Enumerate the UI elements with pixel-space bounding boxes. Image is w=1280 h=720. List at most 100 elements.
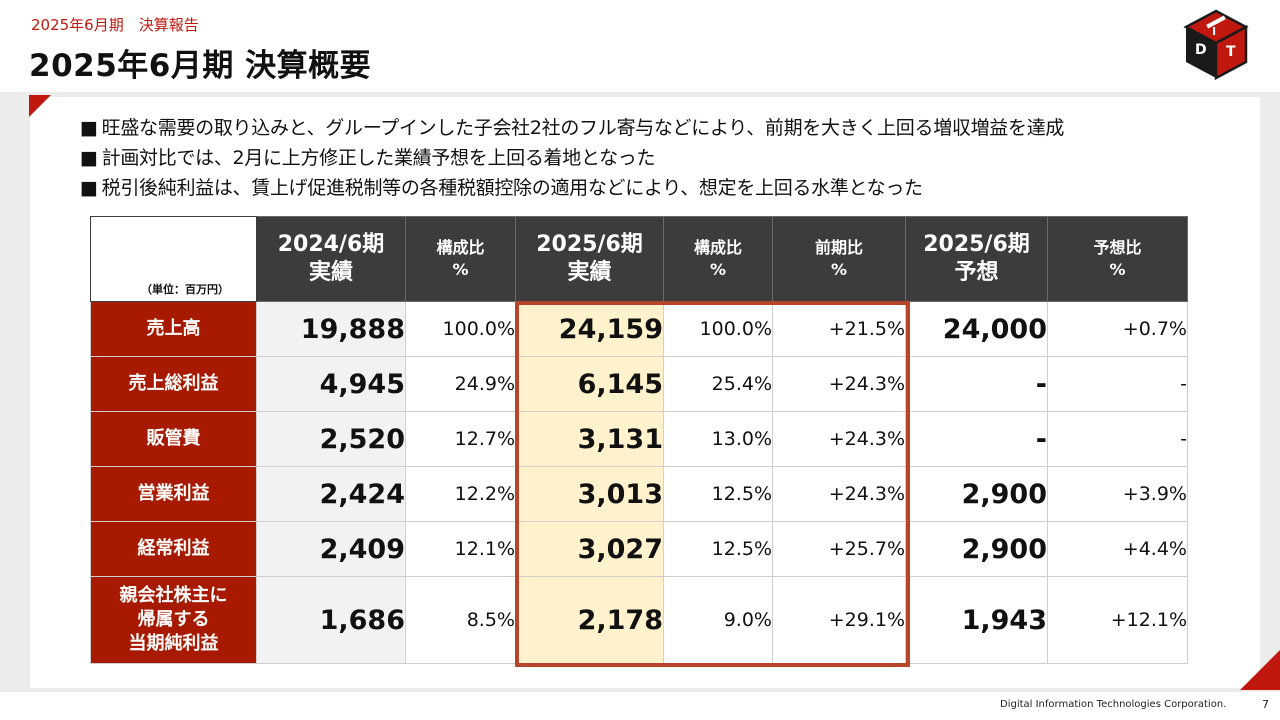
- vs-forecast: +3.9%: [1047, 466, 1188, 522]
- column-header-line1: 構成比: [693, 238, 742, 257]
- square-bullet-icon: ■: [80, 117, 98, 139]
- column-header-line1: 構成比: [436, 238, 485, 257]
- summary-bullet-text: 税引後純利益は、賃上げ促進税制等の各種税額控除の適用などにより、想定を上回る水準…: [101, 177, 923, 199]
- table-row: 売上高 19,888 100.0% 24,159 100.0% +21.5% 24,000 +…: [90, 301, 1188, 357]
- row-label: 営業利益: [90, 466, 257, 522]
- table-row: 営業利益 2,424 12.2% 3,013 12.5% +24.3% 2,900 +3.9%: [90, 466, 1188, 522]
- summary-bullets: ■ 旺盛な需要の取り込みと、グループインした子会社2社のフル寄与などにより、前期を…: [80, 113, 1064, 203]
- prev-ratio: 12.7%: [405, 411, 516, 467]
- prev-value: 2,520: [256, 411, 406, 467]
- current-ratio: 100.0%: [663, 301, 773, 357]
- svg-text:D: D: [1195, 42, 1207, 58]
- unit-header-cell: （単位：百万円）: [90, 216, 257, 302]
- vs-forecast: +0.7%: [1047, 301, 1188, 357]
- current-ratio: 12.5%: [663, 466, 773, 522]
- prev-ratio: 24.9%: [405, 356, 516, 412]
- current-value: 6,145: [515, 356, 664, 412]
- yoy-change: +24.3%: [772, 411, 906, 467]
- svg-text:T: T: [1226, 44, 1236, 60]
- page-number: 7: [1262, 698, 1269, 711]
- forecast-value: -: [905, 356, 1048, 412]
- column-header-line2: 実績: [308, 260, 353, 285]
- prev-ratio: 12.1%: [405, 521, 516, 577]
- column-header-line2: 予想: [954, 260, 999, 285]
- current-value: 24,159: [515, 301, 664, 357]
- current-ratio: 9.0%: [663, 576, 773, 664]
- column-header: 2024/6期 実績: [256, 216, 406, 302]
- row-label-line: 帰属する: [137, 609, 210, 630]
- row-label: 親会社株主に 帰属する当期純利益: [90, 576, 257, 664]
- current-ratio: 13.0%: [663, 411, 773, 467]
- summary-bullet-text: 計画対比では、2月に上方修正した業績予想を上回る着地となった: [101, 147, 656, 169]
- square-bullet-icon: ■: [80, 177, 98, 199]
- prev-value: 2,424: [256, 466, 406, 522]
- column-header-line2: %: [1109, 260, 1126, 279]
- forecast-value: -: [905, 411, 1048, 467]
- yoy-change: +21.5%: [772, 301, 906, 357]
- summary-bullet: ■ 計画対比では、2月に上方修正した業績予想を上回る着地となった: [80, 143, 1064, 173]
- column-header-line2: %: [830, 260, 848, 279]
- row-label-line: 営業利益: [137, 483, 210, 504]
- yoy-change: +24.3%: [772, 466, 906, 522]
- table-row: 親会社株主に 帰属する 当期純利益 1,686 8.5% 2,178 9.0% +29.1% 1…: [90, 576, 1188, 664]
- financial-summary-table: （単位：百万円） 2024/6期 実績 構成比% 2025/6期 実績 構成比% 前期比% 2…: [90, 216, 1188, 664]
- table-row: 販管費 2,520 12.7% 3,131 13.0% +24.3% - -: [90, 411, 1188, 467]
- current-ratio: 25.4%: [663, 356, 773, 412]
- row-label-line: 売上総利益: [128, 373, 219, 394]
- forecast-value: 2,900: [905, 466, 1048, 522]
- column-header-line2: %: [452, 260, 469, 279]
- row-label-line: 当期純利益: [128, 633, 219, 654]
- row-label: 販管費: [90, 411, 257, 467]
- column-header-line1: 予想比: [1093, 238, 1142, 257]
- prev-value: 4,945: [256, 356, 406, 412]
- unit-label: （単位：百万円）: [141, 283, 229, 296]
- column-header-line1: 前期比: [814, 238, 863, 257]
- square-bullet-icon: ■: [80, 147, 98, 169]
- yoy-change: +24.3%: [772, 356, 906, 412]
- yoy-change: +25.7%: [772, 521, 906, 577]
- forecast-value: 1,943: [905, 576, 1048, 664]
- row-label: 売上総利益: [90, 356, 257, 412]
- svg-text:I: I: [1212, 25, 1216, 38]
- table-row: 経常利益 2,409 12.1% 3,027 12.5% +25.7% 2,900 +4.4%: [90, 521, 1188, 577]
- row-label-line: 親会社株主に: [119, 585, 228, 606]
- yoy-change: +29.1%: [772, 576, 906, 664]
- row-label-line: 売上高: [146, 318, 201, 339]
- current-ratio: 12.5%: [663, 521, 773, 577]
- column-header-line2: 実績: [567, 260, 612, 285]
- column-header-line1: 2024/6期: [277, 232, 385, 257]
- prev-value: 19,888: [256, 301, 406, 357]
- column-header-line1: 2025/6期: [923, 232, 1030, 257]
- summary-bullet-text: 旺盛な需要の取り込みと、グループインした子会社2社のフル寄与などにより、前期を大…: [101, 117, 1065, 139]
- column-header: 予想比%: [1047, 216, 1188, 302]
- vs-forecast: -: [1047, 411, 1188, 467]
- row-label: 経常利益: [90, 521, 257, 577]
- prev-ratio: 12.2%: [405, 466, 516, 522]
- vs-forecast: -: [1047, 356, 1188, 412]
- vs-forecast: +4.4%: [1047, 521, 1188, 577]
- column-header: 構成比%: [663, 216, 773, 302]
- current-value: 2,178: [515, 576, 664, 664]
- corner-accent-bottom: [1240, 650, 1280, 690]
- current-value: 3,027: [515, 521, 664, 577]
- current-value: 3,131: [515, 411, 664, 467]
- row-label-line: 経常利益: [137, 538, 210, 559]
- forecast-value: 2,900: [905, 521, 1048, 577]
- row-label-line: 販管費: [146, 428, 201, 449]
- summary-bullet: ■ 旺盛な需要の取り込みと、グループインした子会社2社のフル寄与などにより、前期を…: [80, 113, 1064, 143]
- column-header: 前期比%: [772, 216, 906, 302]
- column-header: 2025/6期 実績: [515, 216, 664, 302]
- footer-company: Digital Information Technologies Corpora…: [1000, 699, 1227, 710]
- summary-bullet: ■ 税引後純利益は、賃上げ促進税制等の各種税額控除の適用などにより、想定を上回る水…: [80, 173, 1064, 203]
- column-header: 2025/6期 予想: [905, 216, 1048, 302]
- vs-forecast: +12.1%: [1047, 576, 1188, 664]
- column-header-line2: %: [709, 260, 727, 279]
- prev-value: 1,686: [256, 576, 406, 664]
- row-label: 売上高: [90, 301, 257, 357]
- dit-cube-logo-icon: D I T: [1183, 9, 1249, 81]
- table-row: 売上総利益 4,945 24.9% 6,145 25.4% +24.3% - -: [90, 356, 1188, 412]
- page-subtitle: 2025年6月期 決算報告: [31, 16, 199, 34]
- forecast-value: 24,000: [905, 301, 1048, 357]
- page-title: 2025年6月期 決算概要: [29, 48, 372, 84]
- prev-value: 2,409: [256, 521, 406, 577]
